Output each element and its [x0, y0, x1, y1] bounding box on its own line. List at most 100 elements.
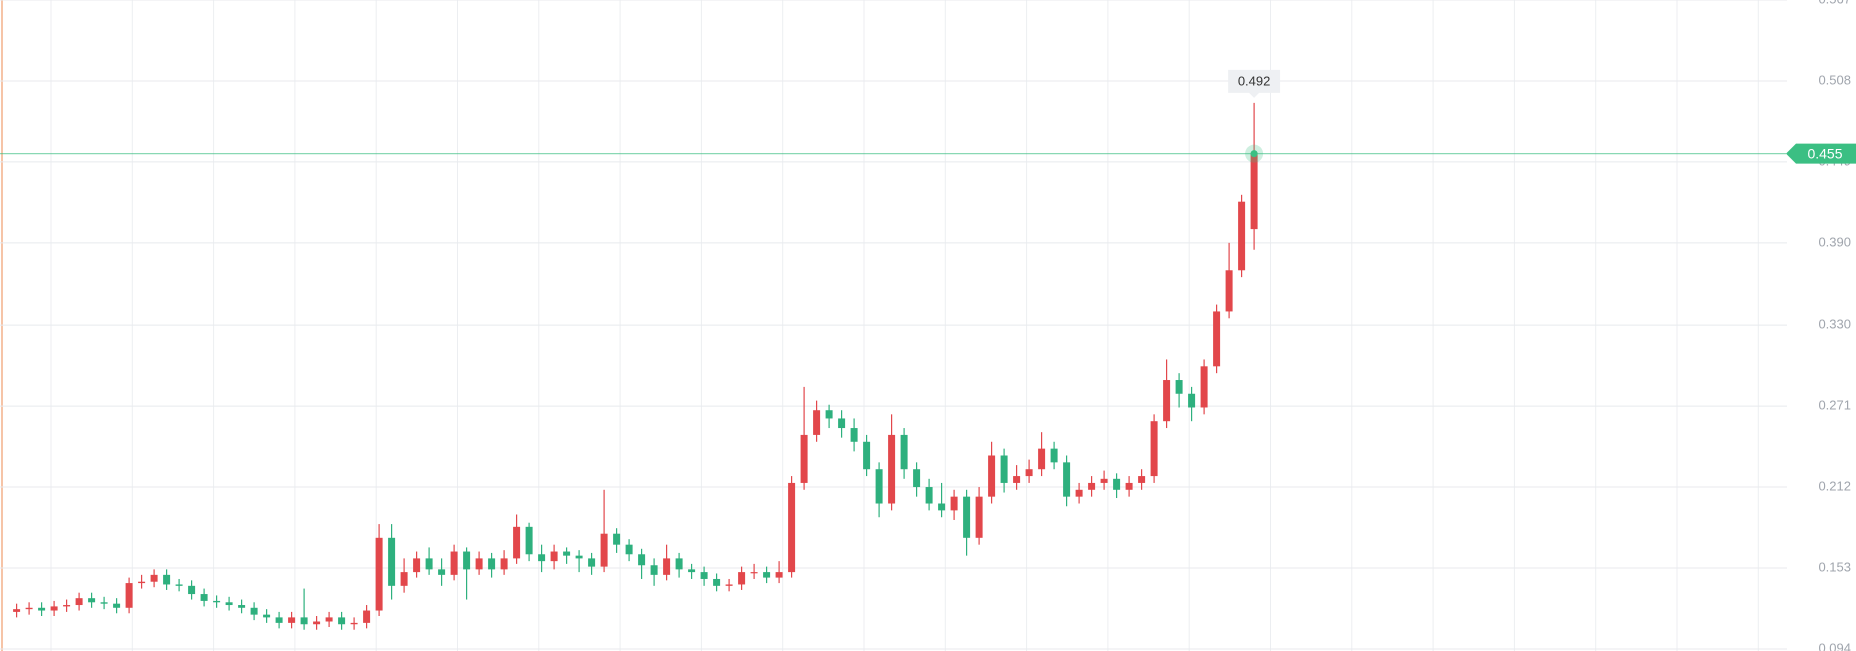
candle-body	[975, 496, 983, 538]
candle-body	[413, 558, 421, 573]
candle-body	[563, 551, 571, 556]
candle-body	[925, 487, 933, 504]
candle-body	[963, 496, 971, 538]
candle-body	[1000, 455, 1008, 483]
candle-body	[913, 469, 921, 488]
max-tooltip	[1228, 69, 1281, 98]
price-tag	[1786, 143, 1856, 164]
candle-body	[1125, 482, 1133, 490]
y-tick-label: 0.212	[1818, 478, 1851, 493]
candle-body	[313, 621, 321, 625]
y-tick-label: 0.153	[1818, 559, 1851, 574]
candle-body	[1063, 462, 1071, 497]
candle-body	[888, 434, 896, 504]
max-tooltip-label: 0.492	[1238, 73, 1271, 88]
candle-body	[725, 584, 733, 586]
candle-body	[363, 610, 371, 623]
candle-body	[488, 558, 496, 570]
candle-body	[13, 609, 21, 612]
candle-body	[1225, 270, 1233, 312]
candle-body	[700, 572, 708, 579]
candle-body	[825, 410, 833, 419]
candle-body	[900, 434, 908, 470]
y-tick-label: 0.094	[1818, 640, 1851, 651]
candle-body	[163, 574, 171, 585]
candle-body	[713, 578, 721, 586]
candle-body	[475, 558, 483, 570]
candle-body	[1213, 311, 1221, 367]
candle-body	[938, 503, 946, 511]
candle-body	[675, 558, 683, 570]
candle-body	[638, 554, 646, 566]
candle-body	[238, 605, 246, 608]
candle-body	[1175, 380, 1183, 394]
candle-body	[863, 441, 871, 470]
candle-body	[750, 572, 758, 574]
candle-body	[200, 594, 208, 601]
candle-body	[988, 455, 996, 497]
candle-body	[950, 496, 958, 511]
candle-body	[175, 584, 183, 586]
candle-body	[125, 583, 133, 608]
candle-body	[625, 544, 633, 555]
candle-body	[88, 598, 96, 603]
candle-body	[575, 555, 583, 559]
candle-body	[1013, 476, 1021, 483]
candle-body	[613, 533, 621, 545]
candle-body	[300, 617, 308, 625]
candle-body	[388, 537, 396, 586]
candle-body	[100, 602, 108, 604]
candle-body	[588, 558, 596, 567]
candle-body	[1150, 421, 1158, 477]
candle-body	[800, 434, 808, 483]
candle-body	[663, 558, 671, 575]
y-tick-label: 0.390	[1818, 234, 1851, 249]
candle-body	[1200, 366, 1208, 408]
candle-body	[463, 551, 471, 570]
y-tick-label: 0.330	[1818, 317, 1851, 332]
candle-body	[1188, 393, 1196, 408]
candle-body	[813, 410, 821, 435]
candle-body	[275, 617, 283, 623]
candle-body	[75, 598, 83, 606]
candle-body	[600, 533, 608, 567]
candle-body	[38, 607, 46, 611]
candle-body	[838, 418, 846, 429]
candle-body	[438, 569, 446, 575]
candle-body	[525, 526, 533, 555]
candle-body	[1025, 469, 1033, 477]
candle-body	[400, 572, 408, 586]
candle-body	[1038, 448, 1046, 470]
candle-body	[500, 558, 508, 570]
candle-body	[350, 622, 358, 625]
candle-body	[425, 558, 433, 570]
candle-body	[1163, 380, 1171, 422]
candle-body	[1138, 476, 1146, 483]
candle-body	[513, 526, 521, 559]
y-tick-label: 0.508	[1818, 72, 1851, 87]
candle-body	[1238, 201, 1246, 271]
candle-body	[1050, 448, 1058, 463]
candle-body	[188, 585, 196, 595]
candle-body	[875, 469, 883, 504]
candle-body	[688, 569, 696, 573]
candle-body	[775, 572, 783, 578]
candle-body	[288, 617, 296, 623]
candle-body	[850, 428, 858, 442]
candle-body	[1113, 478, 1121, 490]
candle-body	[1100, 478, 1108, 483]
candle-body	[325, 617, 333, 622]
price-tag-label: 0.455	[1807, 145, 1842, 161]
candle-body	[375, 537, 383, 611]
candle-body	[788, 482, 796, 573]
candle-body	[25, 607, 33, 610]
candle-body	[650, 565, 658, 575]
y-tick-label: 0.567	[1818, 0, 1851, 6]
candle-body	[113, 603, 121, 608]
y-tick-label: 0.271	[1818, 398, 1851, 413]
candle-body	[150, 574, 158, 582]
candle-body	[550, 551, 558, 562]
candle-body	[1088, 482, 1096, 490]
